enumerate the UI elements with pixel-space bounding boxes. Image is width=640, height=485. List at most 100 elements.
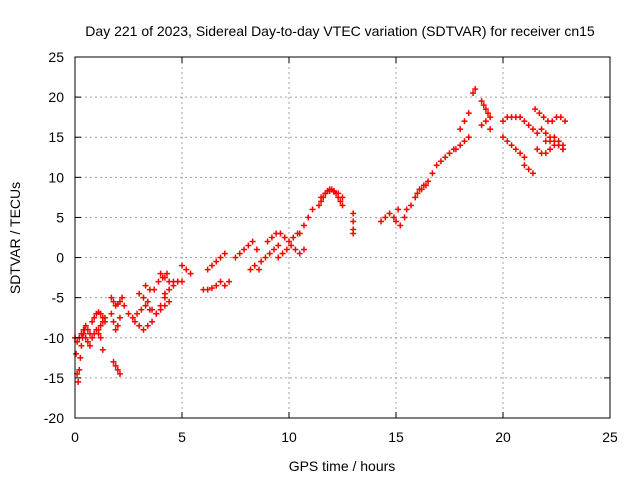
data-point bbox=[116, 298, 123, 305]
data-point bbox=[97, 310, 104, 317]
data-point bbox=[482, 118, 489, 125]
data-point bbox=[213, 258, 220, 265]
data-point bbox=[161, 302, 168, 309]
data-point bbox=[557, 114, 564, 121]
data-point bbox=[283, 246, 290, 253]
y-tick-label: -10 bbox=[44, 330, 64, 346]
x-tick-label: 0 bbox=[71, 429, 79, 445]
data-point bbox=[337, 198, 344, 205]
data-point bbox=[121, 302, 128, 309]
data-point bbox=[119, 294, 126, 301]
data-point bbox=[547, 146, 554, 153]
data-point bbox=[110, 298, 117, 305]
data-point bbox=[136, 322, 143, 329]
data-point bbox=[551, 134, 558, 141]
data-point bbox=[95, 326, 102, 333]
x-tick-label: 20 bbox=[495, 429, 511, 445]
data-point bbox=[517, 150, 524, 157]
data-point bbox=[241, 246, 248, 253]
data-point bbox=[472, 86, 479, 93]
data-point bbox=[116, 370, 123, 377]
y-tick-label: 0 bbox=[56, 250, 64, 266]
data-point bbox=[164, 270, 171, 277]
data-point bbox=[300, 246, 307, 253]
data-point bbox=[75, 378, 82, 385]
data-point bbox=[465, 110, 472, 117]
data-point bbox=[249, 238, 256, 245]
data-point bbox=[157, 270, 164, 277]
data-point bbox=[144, 298, 151, 305]
data-point bbox=[452, 146, 459, 153]
data-point bbox=[315, 202, 322, 209]
data-points bbox=[72, 86, 569, 385]
data-point bbox=[487, 126, 494, 133]
data-point bbox=[110, 358, 117, 365]
data-point bbox=[204, 286, 211, 293]
y-tick-label: 15 bbox=[48, 129, 64, 145]
data-point bbox=[540, 114, 547, 121]
data-point bbox=[112, 326, 119, 333]
data-point bbox=[525, 166, 532, 173]
data-point bbox=[140, 294, 147, 301]
data-point bbox=[110, 318, 117, 325]
data-point bbox=[401, 214, 408, 221]
data-point bbox=[461, 138, 468, 145]
data-point bbox=[521, 118, 528, 125]
data-point bbox=[457, 142, 464, 149]
data-point bbox=[136, 290, 143, 297]
data-point bbox=[461, 118, 468, 125]
data-point bbox=[395, 206, 402, 213]
data-point bbox=[129, 314, 136, 321]
data-point bbox=[339, 194, 346, 201]
data-point bbox=[236, 250, 243, 257]
data-point bbox=[232, 254, 239, 261]
data-point bbox=[73, 350, 80, 357]
data-point bbox=[78, 330, 85, 337]
data-point bbox=[407, 202, 414, 209]
data-point bbox=[485, 110, 492, 117]
data-point bbox=[433, 162, 440, 169]
data-point bbox=[382, 214, 389, 221]
data-point bbox=[386, 210, 393, 217]
x-tick-label: 10 bbox=[281, 429, 297, 445]
data-point bbox=[326, 187, 333, 194]
data-point bbox=[99, 346, 106, 353]
y-tick-label: 10 bbox=[48, 169, 64, 185]
data-point bbox=[91, 314, 98, 321]
data-point bbox=[339, 202, 346, 209]
data-point bbox=[142, 302, 149, 309]
data-point bbox=[157, 306, 164, 313]
data-point bbox=[350, 230, 357, 237]
data-point bbox=[125, 310, 132, 317]
data-point bbox=[525, 122, 532, 129]
data-point bbox=[335, 190, 342, 197]
y-tick-label: -15 bbox=[44, 370, 64, 386]
data-point bbox=[76, 366, 83, 373]
data-point bbox=[279, 250, 286, 257]
data-point bbox=[470, 90, 477, 97]
data-point bbox=[562, 118, 569, 125]
data-point bbox=[478, 98, 485, 105]
data-point bbox=[138, 306, 145, 313]
data-point bbox=[86, 342, 93, 349]
data-point bbox=[221, 282, 228, 289]
chart-title: Day 221 of 2023, Sidereal Day-to-day VTE… bbox=[85, 23, 595, 39]
data-point bbox=[532, 106, 539, 113]
data-point bbox=[296, 230, 303, 237]
data-point bbox=[290, 234, 297, 241]
data-point bbox=[534, 146, 541, 153]
data-point bbox=[286, 238, 292, 245]
data-point bbox=[84, 338, 91, 345]
data-point bbox=[412, 194, 419, 201]
data-point bbox=[500, 134, 506, 141]
data-point bbox=[446, 150, 453, 157]
y-tick-label: 5 bbox=[56, 209, 64, 225]
data-point bbox=[500, 118, 506, 125]
data-point bbox=[114, 366, 121, 373]
data-point bbox=[82, 322, 89, 329]
data-point bbox=[534, 130, 541, 137]
data-point bbox=[78, 342, 85, 349]
data-point bbox=[429, 170, 436, 177]
data-point bbox=[140, 326, 147, 333]
